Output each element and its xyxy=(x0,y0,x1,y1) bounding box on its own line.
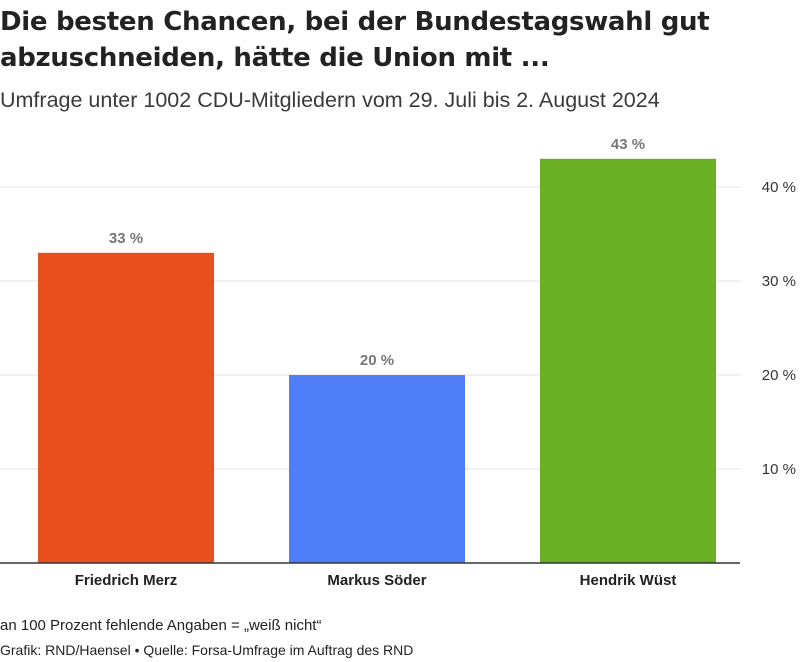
x-category-label: Markus Söder xyxy=(327,572,426,589)
y-tick-label: 40 % xyxy=(762,179,796,196)
x-category-label: Friedrich Merz xyxy=(75,572,178,589)
x-category-label: Hendrik Wüst xyxy=(580,572,677,589)
bar-value-label: 43 % xyxy=(611,136,645,153)
bar-1 xyxy=(38,252,214,564)
footnote: an 100 Prozent fehlende Angaben = „weiß … xyxy=(0,617,322,634)
source-line: Grafik: RND/Haensel • Quelle: Forsa-Umfr… xyxy=(0,642,414,658)
bar-3 xyxy=(540,158,716,564)
bar-value-label: 20 % xyxy=(360,352,394,369)
y-tick-label: 20 % xyxy=(762,367,796,384)
chart-subtitle: Umfrage unter 1002 CDU-Mitgliedern vom 2… xyxy=(0,88,660,112)
chart-title: Die besten Chancen, bei der Bundestagswa… xyxy=(0,7,710,73)
y-tick-label: 10 % xyxy=(762,461,796,478)
bar-value-label: 33 % xyxy=(109,230,143,247)
bar-2 xyxy=(289,375,465,563)
y-tick-label: 30 % xyxy=(762,273,796,290)
